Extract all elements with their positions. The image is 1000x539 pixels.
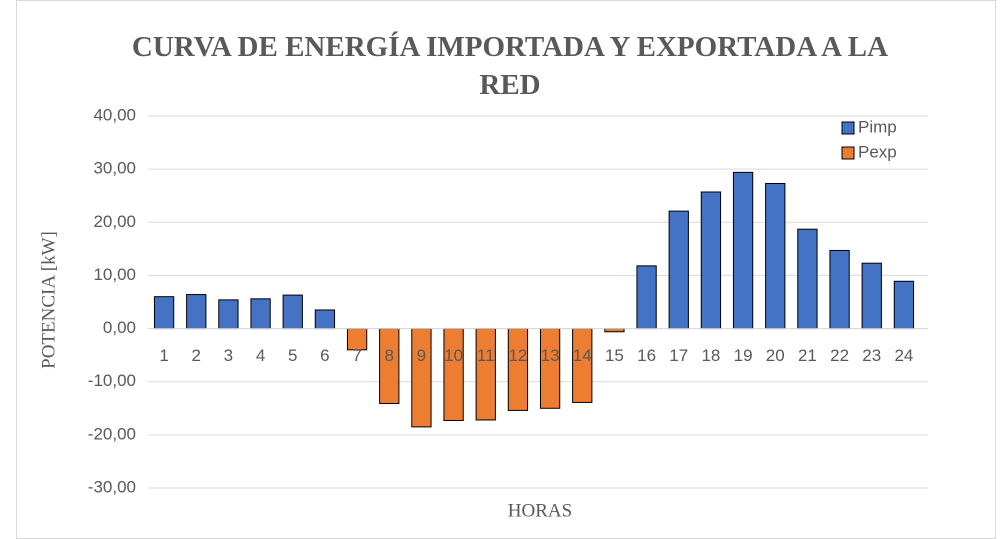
x-tick-label: 24: [894, 346, 913, 365]
bar: [153, 296, 175, 330]
bar: [732, 171, 754, 330]
x-tick-label: 20: [766, 346, 785, 365]
x-tick-label: 2: [192, 346, 201, 365]
x-tick-label: 1: [159, 346, 168, 365]
x-tick-label: 14: [573, 346, 592, 365]
bar: [411, 328, 432, 428]
chart-title: CURVA DE ENERGÍA IMPORTADA Y EXPORTADA A…: [131, 31, 889, 101]
x-tick-label: 21: [798, 346, 817, 365]
legend-swatch: [841, 146, 855, 160]
bar: [893, 280, 915, 330]
bar: [507, 328, 529, 411]
x-tick-label: 23: [862, 346, 881, 365]
x-tick-label: 10: [444, 346, 463, 365]
bar: [443, 328, 464, 422]
bar: [186, 294, 207, 330]
x-tick-label: 4: [256, 346, 265, 365]
x-tick-label: 9: [417, 346, 426, 365]
y-tick-label: 40,00: [93, 105, 136, 124]
bar: [765, 182, 786, 330]
bar: [314, 309, 336, 330]
x-tick-label: 13: [541, 346, 560, 365]
x-tick-label: 22: [830, 346, 849, 365]
legend-label: Pimp: [858, 117, 897, 136]
bar: [282, 294, 303, 330]
legend-swatch: [841, 121, 855, 135]
bar: [539, 328, 561, 409]
bar: [668, 210, 689, 330]
x-tick-label: 6: [320, 346, 329, 365]
x-tick-label: 7: [352, 346, 361, 365]
y-axis-label: POTENCIA [kW]: [38, 231, 59, 369]
bar: [829, 249, 850, 330]
bar: [861, 262, 882, 330]
y-tick-label: 10,00: [93, 265, 136, 284]
y-tick-label: -10,00: [88, 371, 136, 390]
x-tick-label: 15: [605, 346, 624, 365]
x-tick-label: 12: [508, 346, 527, 365]
bar: [636, 265, 657, 330]
x-tick-label: 18: [701, 346, 720, 365]
bar: [797, 228, 818, 330]
bar: [250, 298, 271, 330]
y-tick-label: -20,00: [88, 424, 136, 443]
bar: [218, 299, 239, 330]
x-tick-label: 16: [637, 346, 656, 365]
x-tick-label: 19: [734, 346, 753, 365]
y-tick-label: -30,00: [88, 477, 136, 496]
legend-label: Pexp: [858, 142, 897, 161]
y-tick-label: 30,00: [93, 159, 136, 178]
x-axis-label: HORAS: [508, 500, 572, 521]
x-tick-label: 8: [385, 346, 394, 365]
bar: [572, 328, 593, 403]
bar: [475, 328, 496, 421]
y-tick-label: 0,00: [103, 318, 136, 337]
y-tick-label: 20,00: [93, 212, 136, 231]
x-tick-label: 17: [669, 346, 688, 365]
bar: [700, 191, 722, 330]
x-tick-label: 3: [224, 346, 233, 365]
bar: [379, 328, 400, 405]
x-tick-label: 5: [288, 346, 297, 365]
x-tick-label: 11: [477, 346, 495, 365]
